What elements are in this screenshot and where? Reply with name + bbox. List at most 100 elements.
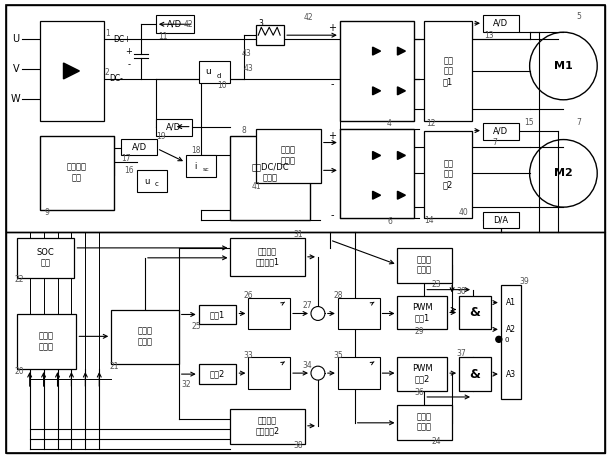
Text: 超级电容
模组: 超级电容 模组 — [67, 163, 86, 182]
Text: 28: 28 — [333, 291, 343, 300]
Text: 负载功
率计算: 负载功 率计算 — [39, 332, 54, 351]
Text: c: c — [155, 181, 159, 187]
Bar — [40, 136, 114, 210]
Bar — [16, 315, 76, 369]
Text: A/D: A/D — [131, 142, 147, 151]
Text: 16: 16 — [124, 166, 134, 175]
Text: M2: M2 — [554, 169, 573, 178]
Bar — [397, 357, 447, 391]
Bar — [256, 25, 284, 45]
Bar — [397, 248, 452, 283]
Text: &: & — [469, 368, 480, 381]
Text: 31: 31 — [293, 230, 303, 240]
Text: -: - — [330, 210, 334, 220]
Polygon shape — [373, 152, 381, 159]
Text: D/A: D/A — [493, 216, 508, 224]
Text: 40: 40 — [458, 207, 468, 217]
Text: A/D: A/D — [493, 126, 508, 135]
Text: 动态功率
前馈补偿2: 动态功率 前馈补偿2 — [255, 416, 279, 436]
Bar — [6, 232, 605, 453]
Text: 2: 2 — [105, 68, 109, 77]
Text: 7: 7 — [492, 138, 497, 147]
Text: 制动保
护控制: 制动保 护控制 — [280, 146, 296, 165]
Text: -: - — [128, 60, 131, 70]
Bar — [424, 131, 472, 218]
Text: 14: 14 — [425, 216, 434, 224]
Bar — [459, 357, 491, 391]
Polygon shape — [397, 191, 405, 199]
Bar — [483, 212, 519, 228]
Text: 6: 6 — [387, 217, 392, 225]
Text: 42: 42 — [303, 13, 313, 22]
Text: 38: 38 — [293, 441, 303, 450]
Text: 37: 37 — [456, 349, 466, 358]
Text: 制动模
式开关: 制动模 式开关 — [417, 255, 432, 274]
Text: M1: M1 — [554, 61, 573, 71]
Bar — [340, 129, 414, 218]
Text: 18: 18 — [191, 146, 200, 155]
Bar — [186, 155, 216, 177]
Text: +: + — [328, 131, 336, 141]
Bar — [156, 119, 192, 136]
Text: 42: 42 — [184, 20, 194, 29]
Text: 7: 7 — [576, 118, 581, 127]
Bar — [338, 298, 379, 329]
Bar — [338, 357, 379, 389]
Bar — [199, 305, 236, 324]
Bar — [6, 5, 605, 232]
Bar — [199, 61, 230, 83]
Bar — [137, 170, 167, 192]
Text: 34: 34 — [302, 360, 312, 370]
Bar — [459, 295, 491, 329]
Text: 27: 27 — [302, 301, 312, 310]
Text: 33: 33 — [243, 351, 253, 360]
Bar — [16, 238, 75, 278]
Text: A3: A3 — [506, 370, 516, 379]
Text: d: d — [216, 73, 221, 79]
Polygon shape — [373, 191, 381, 199]
Text: 36: 36 — [414, 388, 424, 398]
Text: u: u — [144, 177, 150, 186]
Text: 15: 15 — [524, 118, 533, 127]
Polygon shape — [373, 87, 381, 95]
Text: U: U — [12, 34, 20, 44]
Text: DC-: DC- — [109, 74, 123, 83]
Text: 24: 24 — [431, 437, 441, 446]
Text: 0: 0 — [505, 338, 509, 344]
Bar — [483, 123, 519, 140]
Bar — [248, 357, 290, 389]
Text: +: + — [126, 47, 133, 55]
Circle shape — [311, 366, 325, 380]
Text: A/D: A/D — [493, 19, 508, 28]
Bar — [111, 310, 179, 364]
Text: 10: 10 — [218, 82, 227, 90]
Polygon shape — [397, 152, 405, 159]
Text: 9: 9 — [44, 207, 49, 217]
Text: 22: 22 — [15, 275, 24, 284]
Text: sc: sc — [202, 167, 209, 172]
Text: 功率
传感
器2: 功率 传感 器2 — [443, 159, 453, 189]
Text: A1: A1 — [506, 298, 516, 307]
Bar — [121, 139, 157, 155]
Text: i: i — [194, 162, 197, 171]
Text: 4: 4 — [387, 119, 392, 128]
Text: 12: 12 — [426, 119, 436, 128]
Bar — [156, 15, 194, 33]
Text: 43: 43 — [241, 49, 251, 58]
Text: 32: 32 — [181, 380, 191, 388]
Text: 11: 11 — [158, 32, 167, 41]
Bar — [424, 21, 472, 120]
Bar — [397, 295, 447, 329]
Bar — [40, 21, 104, 120]
Polygon shape — [64, 63, 79, 79]
Text: 17: 17 — [121, 154, 131, 163]
Text: 双向DC/DC
变换器: 双向DC/DC 变换器 — [251, 163, 289, 182]
Text: A/D: A/D — [166, 122, 181, 131]
Text: 3: 3 — [258, 19, 263, 28]
Text: A2: A2 — [506, 325, 516, 334]
Text: 1: 1 — [105, 29, 109, 38]
Bar — [483, 15, 519, 32]
Text: 23: 23 — [431, 280, 441, 289]
Polygon shape — [373, 47, 381, 55]
Text: 26: 26 — [244, 291, 253, 300]
